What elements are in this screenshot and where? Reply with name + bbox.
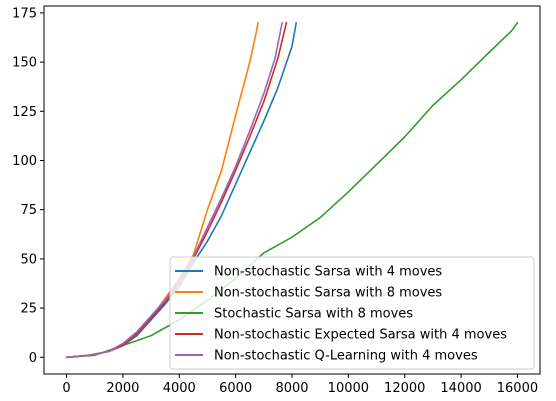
y-tick-label: 125 — [12, 105, 37, 120]
legend-entry-label: Non-stochastic Sarsa with 8 moves — [214, 286, 442, 301]
y-tick-label: 75 — [20, 203, 37, 218]
x-tick-label: 0 — [62, 381, 70, 396]
legend-entry-label: Non-stochastic Q-Learning with 4 moves — [214, 349, 478, 364]
x-tick-label: 4000 — [163, 381, 196, 396]
y-tick-label: 50 — [20, 252, 37, 267]
legend: Non-stochastic Sarsa with 4 moves Non-sto… — [169, 256, 535, 370]
x-tick-label: 16000 — [497, 381, 538, 396]
y-axis: 0 25 50 75 100 125 150 175 — [12, 6, 44, 366]
legend-box — [169, 256, 535, 370]
x-tick-label: 14000 — [440, 381, 481, 396]
legend-entry-label: Non-stochastic Sarsa with 4 moves — [214, 265, 442, 280]
x-tick-label: 12000 — [384, 381, 425, 396]
y-tick-label: 100 — [12, 154, 37, 169]
x-tick-label: 8000 — [275, 381, 308, 396]
x-tick-label: 6000 — [219, 381, 252, 396]
x-axis: 0 2000 4000 6000 8000 10000 12000 14000 16000 — [62, 374, 538, 396]
y-tick-label: 150 — [12, 56, 37, 71]
y-tick-label: 0 — [29, 351, 37, 366]
y-tick-label: 25 — [20, 302, 37, 317]
y-tick-label: 175 — [12, 6, 37, 21]
legend-entry-label: Stochastic Sarsa with 8 moves — [214, 307, 413, 322]
x-tick-label: 2000 — [106, 381, 139, 396]
series-line-3 — [65, 21, 519, 359]
legend-entry-label: Non-stochastic Expected Sarsa with 4 mov… — [214, 328, 507, 343]
x-tick-label: 10000 — [328, 381, 369, 396]
